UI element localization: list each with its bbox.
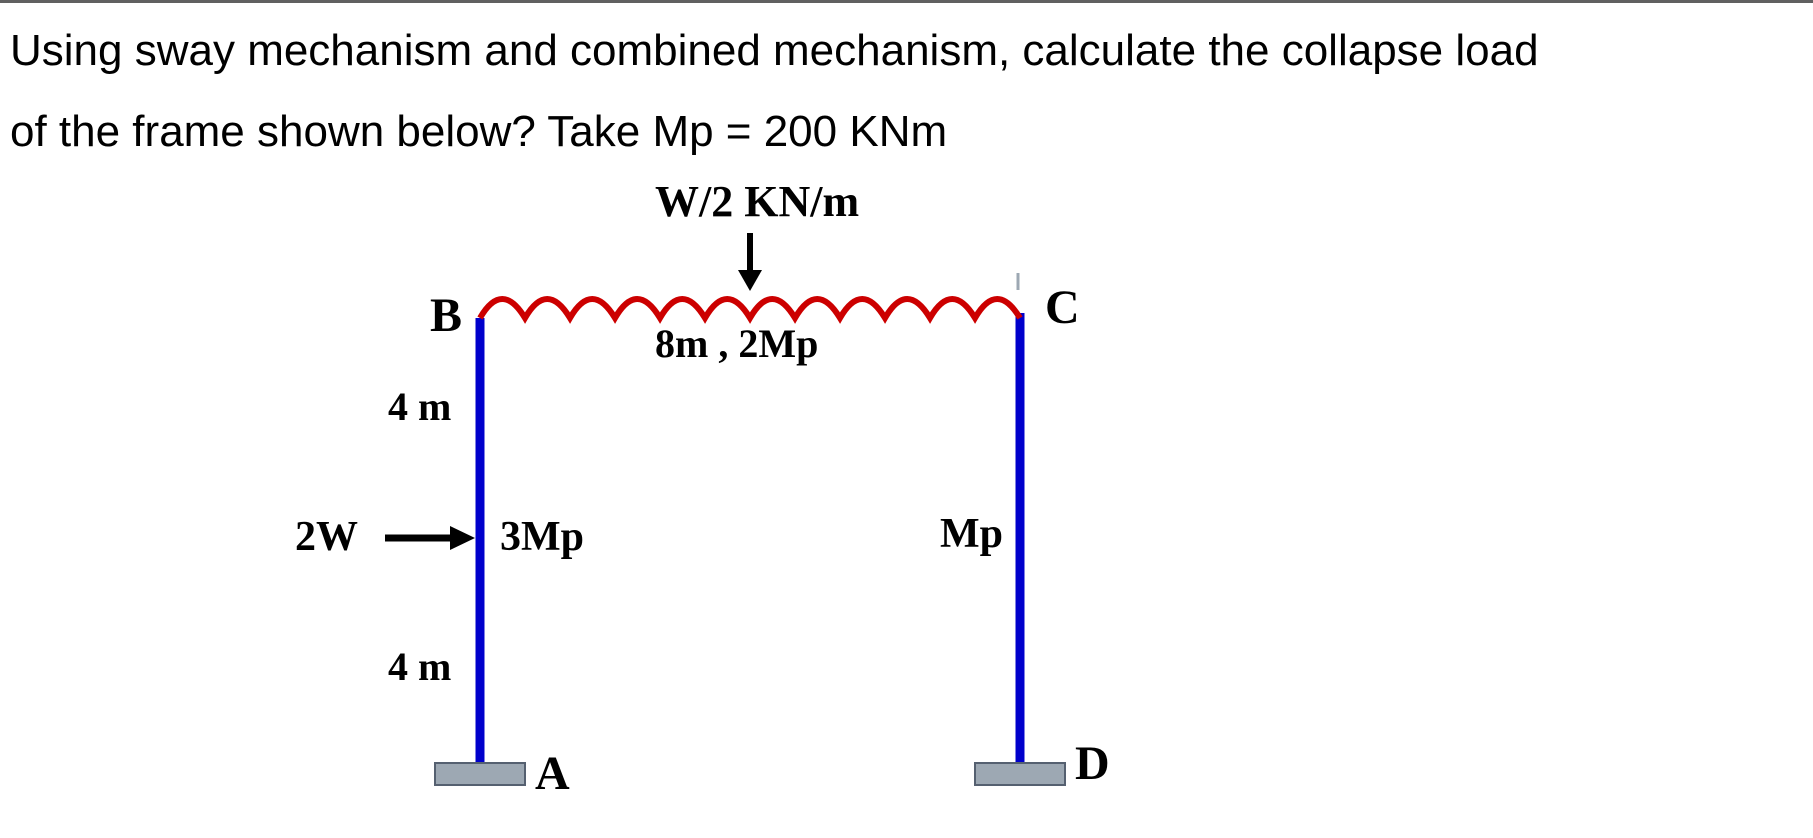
udl-arrow-head [738,270,762,291]
horiz-load-label: 2W [295,513,358,561]
right-col-capacity-label: Mp [940,510,1003,558]
dim-lower-label: 4 m [388,643,451,690]
node-b-label: B [430,288,462,343]
support-d [975,763,1065,785]
dim-upper-label: 4 m [388,383,451,430]
problem-statement: Using sway mechanism and combined mechan… [10,21,1800,162]
support-a [435,763,525,785]
udl-icon [480,299,1020,318]
problem-line-1: Using sway mechanism and combined mechan… [10,21,1800,80]
beam-span-label: 8m , 2Mp [655,320,818,367]
node-d-label: D [1075,736,1110,791]
problem-line-2: of the frame shown below? Take Mp = 200 … [10,102,1800,161]
node-c-label: C [1045,280,1080,335]
udl-label: W/2 KN/m [655,176,859,227]
frame-diagram: W/2 KN/m B C A D 8m , 2Mp 4 m 2W 3Mp Mp … [300,188,1250,808]
horiz-load-head [450,526,475,550]
node-a-label: A [535,746,570,801]
left-col-capacity-label: 3Mp [500,513,584,561]
